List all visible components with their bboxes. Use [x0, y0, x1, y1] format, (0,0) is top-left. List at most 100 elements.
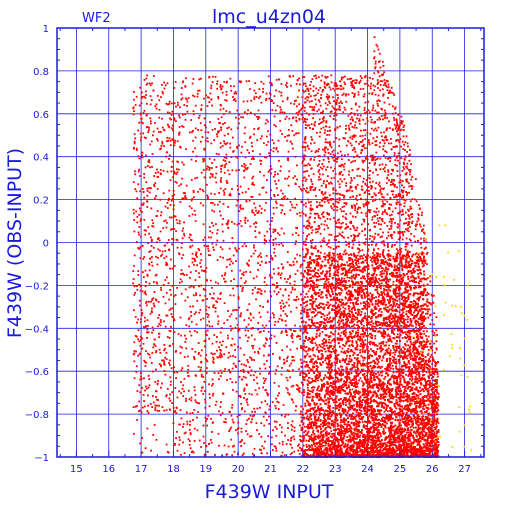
data-point — [178, 436, 181, 439]
data-point — [279, 165, 282, 168]
data-point — [242, 271, 245, 274]
data-point — [426, 283, 429, 286]
data-point — [216, 82, 218, 85]
data-point — [138, 207, 141, 210]
data-point — [405, 425, 408, 428]
data-point — [148, 300, 150, 303]
data-point — [397, 336, 400, 339]
data-point — [191, 131, 193, 133]
data-point — [358, 143, 360, 145]
data-point — [241, 145, 244, 148]
data-point — [349, 136, 352, 139]
data-point — [214, 454, 216, 456]
data-point — [325, 318, 327, 321]
data-point — [401, 191, 404, 194]
data-point — [295, 112, 298, 114]
data-point — [195, 294, 197, 296]
data-point — [291, 129, 294, 132]
data-point — [196, 176, 198, 179]
data-point — [410, 178, 413, 181]
data-point — [355, 140, 357, 143]
data-point — [227, 310, 229, 312]
data-point — [389, 360, 392, 363]
data-point — [223, 156, 226, 159]
data-point — [176, 222, 179, 225]
data-point — [146, 274, 149, 277]
data-point — [384, 150, 387, 153]
data-point — [373, 284, 376, 287]
data-point — [384, 209, 386, 211]
data-point — [206, 450, 209, 453]
data-point — [348, 305, 351, 308]
data-point — [381, 251, 384, 254]
data-point — [254, 389, 257, 392]
data-point — [430, 303, 433, 306]
data-point — [390, 218, 392, 221]
data-point — [321, 90, 324, 93]
data-point — [136, 418, 139, 421]
data-point — [146, 394, 149, 397]
data-point — [317, 216, 320, 219]
data-point — [341, 164, 344, 167]
data-point — [423, 370, 426, 373]
data-point — [179, 145, 181, 148]
data-point — [397, 347, 400, 349]
data-point — [139, 289, 142, 292]
data-point — [193, 357, 196, 360]
data-point — [165, 395, 168, 398]
data-point — [354, 229, 357, 232]
data-point — [143, 320, 146, 323]
data-point — [292, 401, 295, 404]
data-point — [133, 133, 136, 136]
data-point — [146, 82, 149, 85]
data-point — [236, 146, 238, 148]
data-point — [340, 210, 343, 213]
data-point — [232, 294, 235, 297]
data-point — [334, 220, 337, 223]
data-point — [296, 388, 298, 391]
data-point — [372, 104, 375, 107]
data-point — [332, 188, 335, 191]
data-point — [390, 245, 393, 248]
data-point — [422, 228, 425, 231]
data-point — [378, 75, 381, 78]
data-point — [251, 177, 254, 180]
data-point — [269, 316, 272, 319]
data-point — [404, 290, 407, 293]
data-point — [133, 90, 135, 93]
data-point — [198, 285, 200, 288]
data-point — [249, 414, 252, 417]
data-point — [307, 90, 310, 92]
data-point — [173, 204, 175, 207]
data-point — [343, 263, 346, 266]
data-point — [434, 361, 437, 363]
data-point — [167, 139, 170, 142]
data-point — [243, 165, 246, 168]
data-point — [205, 245, 208, 248]
data-point — [160, 365, 162, 368]
data-point — [426, 308, 429, 311]
data-point — [425, 241, 428, 244]
data-point — [213, 203, 216, 206]
data-point — [193, 356, 195, 358]
data-point — [175, 105, 177, 108]
data-point — [377, 60, 380, 63]
data-point — [194, 270, 197, 272]
data-point — [359, 362, 362, 365]
data-point — [233, 278, 235, 281]
data-point — [310, 178, 312, 181]
data-point — [178, 114, 180, 117]
data-point — [405, 178, 408, 181]
data-point — [409, 270, 412, 273]
data-point — [190, 285, 193, 288]
data-point — [286, 96, 289, 99]
data-point — [421, 396, 424, 399]
data-point — [278, 90, 281, 93]
data-point — [156, 127, 159, 130]
data-point — [146, 427, 149, 430]
data-point — [374, 162, 377, 164]
data-point — [383, 243, 386, 246]
data-point — [331, 150, 334, 153]
data-point — [381, 417, 383, 420]
data-point — [270, 220, 273, 222]
